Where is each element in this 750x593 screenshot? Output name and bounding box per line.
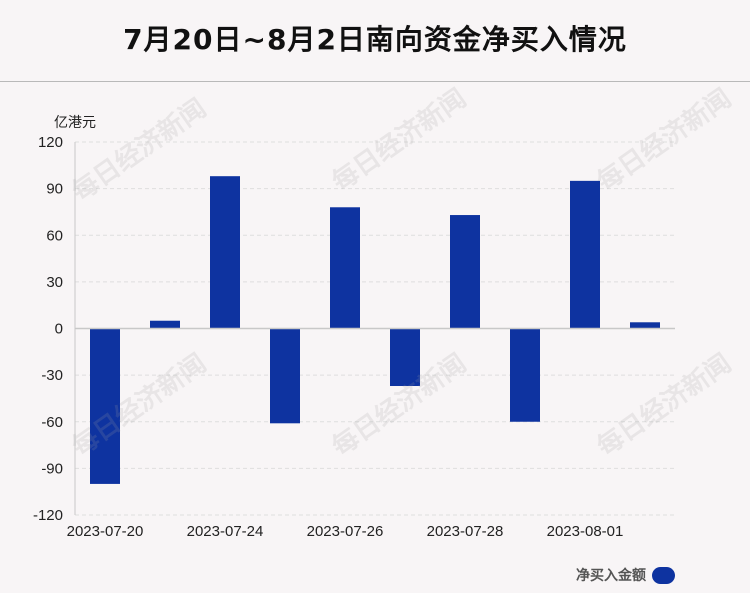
bar [510, 328, 540, 422]
bar [450, 215, 480, 329]
y-tick-label: -120 [33, 507, 63, 524]
legend-swatch [652, 566, 675, 584]
x-tick-label: 2023-08-01 [547, 523, 624, 540]
y-tick-label: 120 [38, 134, 63, 151]
bar [570, 180, 600, 329]
bar [630, 322, 660, 329]
legend-label: 净买入金额 [576, 568, 646, 584]
y-tick-label: -90 [41, 460, 63, 477]
bar [270, 328, 300, 424]
chart-title: 7月20日~8月2日南向资金净买入情况 [123, 23, 627, 56]
y-tick-label: 0 [55, 321, 63, 338]
bar [90, 328, 120, 484]
x-tick-label: 2023-07-26 [307, 523, 384, 540]
y-tick-label: -30 [41, 367, 63, 384]
y-tick-label: 90 [46, 181, 63, 198]
legend: 净买入金额 [576, 565, 675, 585]
x-tick-label: 2023-07-24 [187, 523, 264, 540]
bar [150, 320, 180, 329]
y-axis-unit-label: 亿港元 [54, 115, 96, 131]
y-tick-label: -60 [41, 414, 63, 431]
x-tick-label: 2023-07-20 [67, 523, 144, 540]
y-tick-label: 60 [46, 227, 63, 244]
y-tick-label: 30 [46, 274, 63, 291]
x-tick-label: 2023-07-28 [427, 523, 504, 540]
bar [390, 328, 420, 387]
bar [330, 207, 360, 329]
bar [210, 176, 240, 329]
title-divider [0, 81, 750, 82]
